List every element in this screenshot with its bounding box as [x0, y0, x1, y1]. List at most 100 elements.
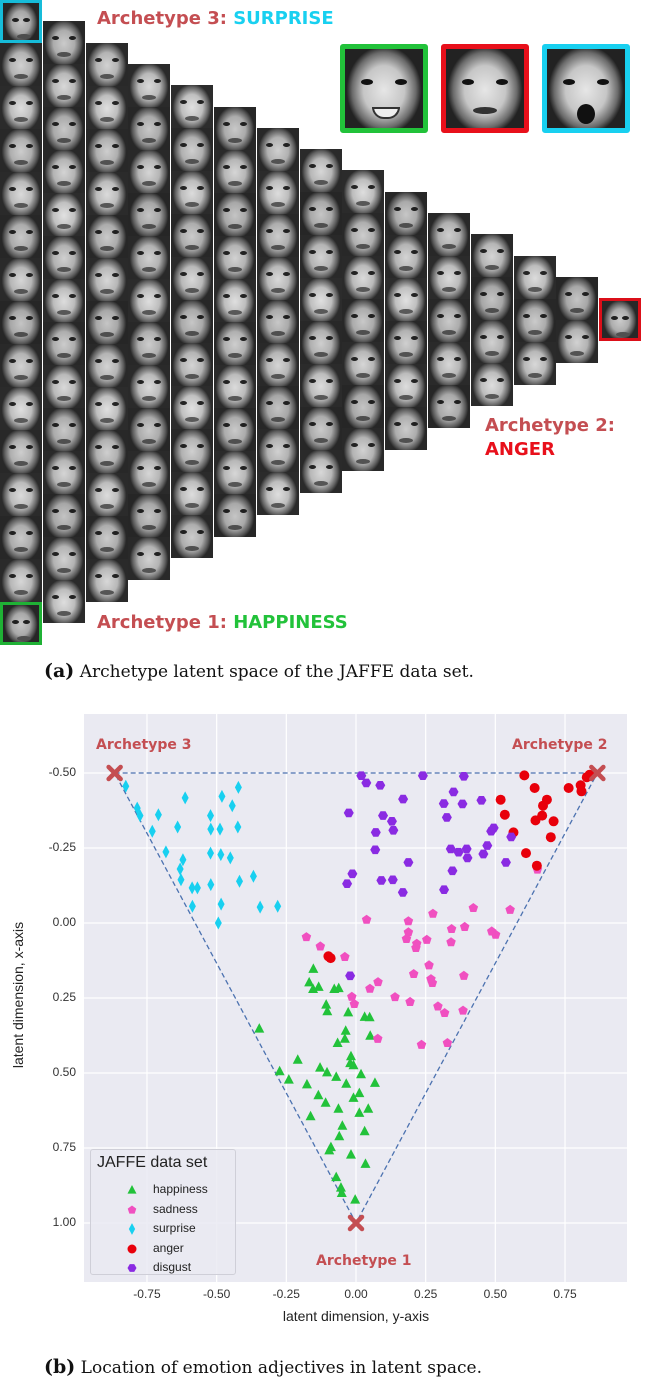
sadness-point — [403, 916, 414, 926]
legend-label: sadness — [153, 1201, 198, 1216]
happiness-point — [354, 1087, 365, 1098]
face-tile — [42, 365, 85, 409]
face-tile — [214, 450, 256, 494]
happiness-point — [343, 1006, 354, 1017]
x-tick-label: -0.75 — [133, 1287, 161, 1301]
legend-marker — [128, 1223, 136, 1235]
archetype2-emotion: ANGER — [485, 439, 555, 460]
happiness-point — [350, 1194, 361, 1204]
surprise-point — [193, 881, 201, 895]
anger-point — [563, 783, 574, 793]
sadness-point — [301, 932, 312, 942]
face-tile — [299, 364, 342, 408]
face-tile — [385, 191, 428, 235]
sadness-point — [424, 960, 434, 970]
archetype-marker-2 — [589, 764, 606, 782]
face-tile — [42, 494, 85, 538]
anger-point — [521, 848, 532, 859]
face-tile — [128, 192, 171, 236]
disgust-point — [457, 799, 468, 809]
face-tile — [171, 472, 214, 516]
disgust-point — [453, 847, 464, 857]
face-tile — [85, 429, 128, 473]
happiness-point — [292, 1054, 303, 1064]
disgust-point — [476, 795, 487, 805]
sadness-point — [401, 933, 412, 943]
face-tile — [256, 299, 299, 343]
happiness-point — [348, 1059, 359, 1070]
disgust-point — [448, 787, 459, 797]
face-tile — [256, 385, 299, 429]
happiness-point — [320, 1097, 331, 1107]
sadness-point — [416, 1039, 427, 1049]
face-tile — [128, 106, 171, 150]
archetype2-prefix: Archetype 2: — [485, 415, 615, 436]
archetype1-emotion: HAPPINESS — [233, 612, 348, 633]
face-tile — [171, 515, 214, 559]
face-tile — [0, 86, 42, 129]
face-tile — [342, 342, 385, 386]
face-tile — [42, 64, 85, 108]
sadness-point — [446, 924, 457, 934]
anger-point — [519, 770, 530, 781]
face-tile — [128, 536, 171, 580]
disgust-point — [386, 816, 397, 826]
legend-marker-circle-icon — [127, 1244, 137, 1253]
sadness-point — [458, 1005, 468, 1015]
face-tile — [128, 493, 171, 537]
face-tile — [299, 235, 342, 279]
legend-marker-hexagon-icon — [127, 1264, 137, 1272]
legend-title: JAFFE data set — [97, 1154, 208, 1171]
happiness-point — [331, 1071, 342, 1081]
face-tile — [171, 257, 214, 301]
archetype2-label: Archetype 2: ANGER — [485, 414, 615, 462]
surprise-point — [179, 853, 187, 867]
sadness-point — [361, 914, 372, 924]
surprise-point — [234, 820, 242, 834]
caption-b: (b) Location of emotion adjectives in la… — [44, 1356, 482, 1378]
happiness-point — [321, 999, 332, 1009]
face-tile — [42, 236, 85, 280]
disgust-point — [462, 853, 473, 863]
happiness-point — [322, 1005, 333, 1016]
surprise-point — [217, 897, 225, 911]
surprise-point — [154, 808, 162, 822]
face-tile — [385, 363, 428, 407]
happiness-point — [334, 1130, 345, 1141]
happiness-point — [339, 1033, 350, 1043]
surprise-point — [236, 874, 244, 888]
disgust-point — [342, 879, 353, 889]
disgust-point — [417, 771, 428, 781]
legend-label: anger — [153, 1240, 184, 1255]
face-tile — [42, 150, 85, 194]
anger-point — [495, 794, 506, 805]
happiness-point — [359, 1125, 370, 1136]
anger-point — [538, 800, 549, 811]
face-tile — [470, 320, 513, 364]
happiness-point — [308, 963, 319, 973]
face-tile — [385, 406, 428, 450]
happiness-point — [348, 1092, 359, 1102]
sadness-point — [365, 983, 375, 993]
face-tile — [0, 43, 42, 86]
anger-archetype-tile — [599, 298, 642, 342]
face-tile — [342, 256, 385, 300]
disgust-point — [488, 823, 499, 833]
happiness-point — [305, 1110, 316, 1121]
face-tile — [85, 257, 128, 301]
happiness-point — [322, 1066, 333, 1077]
face-tile — [171, 128, 214, 172]
disgust-point — [441, 813, 452, 822]
surprise-point — [174, 820, 182, 834]
face-tile — [299, 450, 342, 494]
face-tile — [214, 407, 256, 451]
face-tile — [128, 235, 171, 279]
surprise-point — [207, 822, 215, 836]
face-tile — [513, 341, 556, 385]
sadness-point — [408, 969, 419, 979]
disgust-point — [356, 771, 367, 781]
face-tile — [214, 106, 256, 150]
disgust-point — [370, 845, 381, 855]
surprise-archetype-face — [542, 44, 630, 133]
simplex-triangle-dashed — [113, 772, 599, 1225]
